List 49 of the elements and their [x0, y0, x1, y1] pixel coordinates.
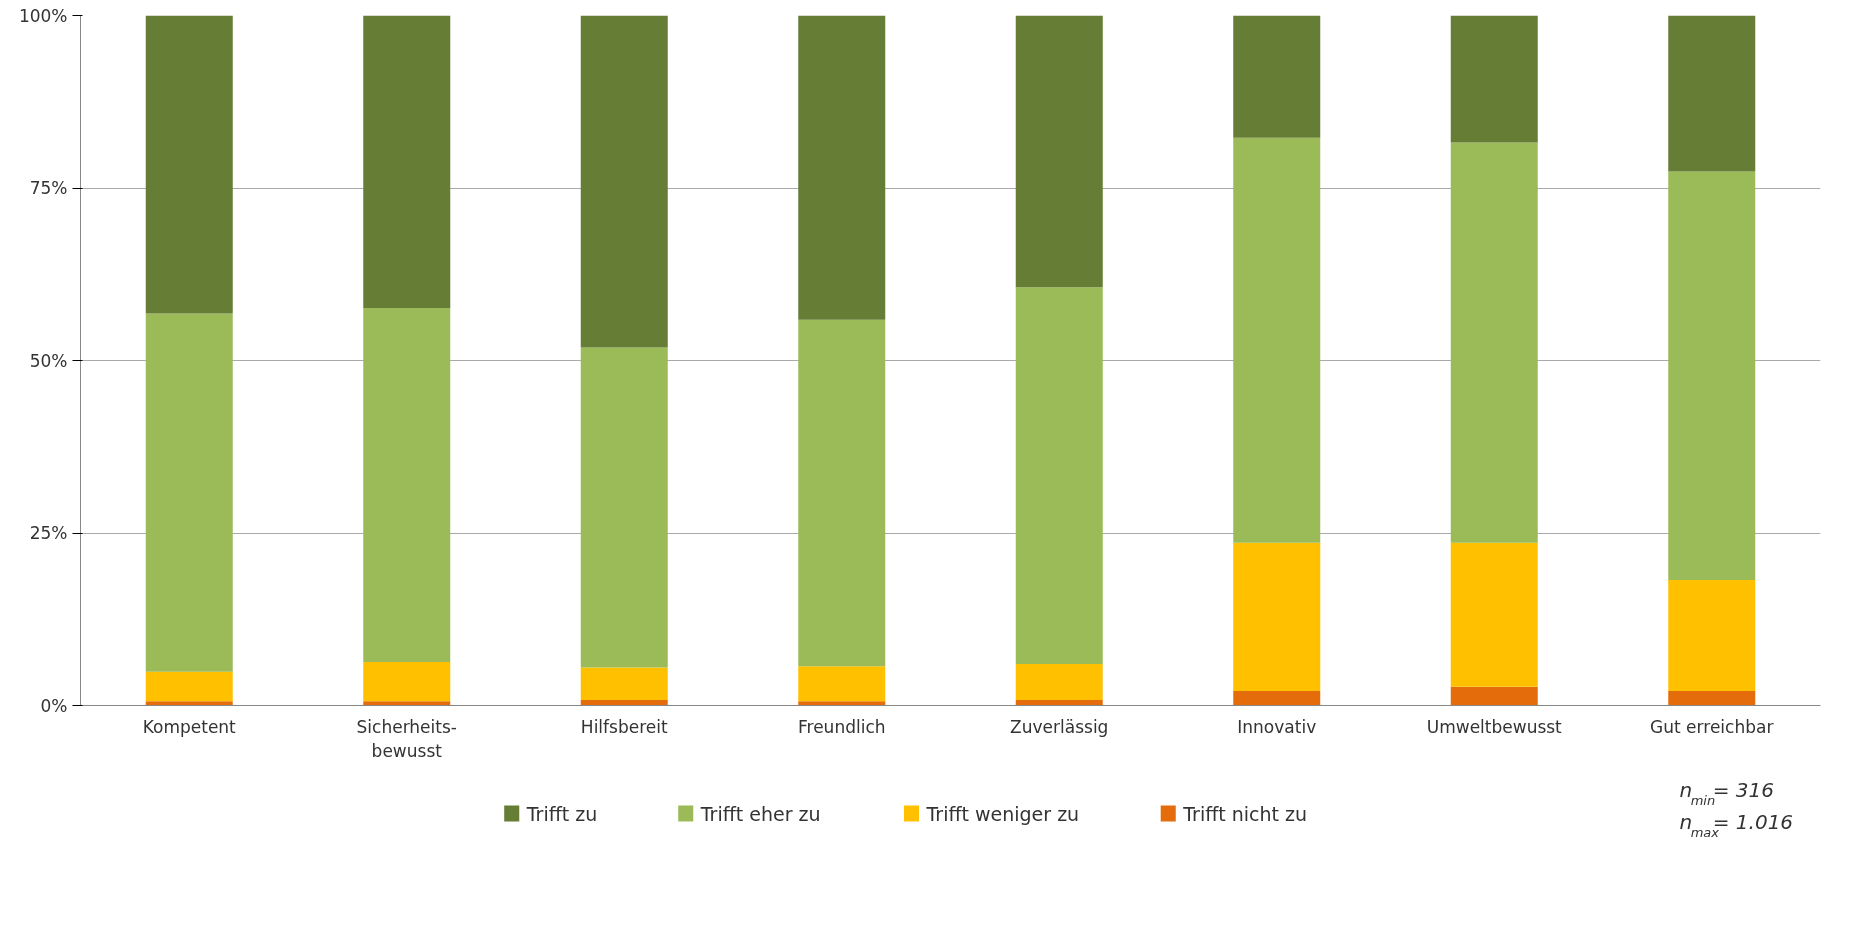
bar	[145, 701, 233, 706]
x-tick-label: Sicherheits- bewusst	[356, 716, 457, 761]
bar	[1015, 664, 1103, 700]
bar	[363, 308, 451, 663]
bar	[1233, 15, 1321, 138]
y-tick-label: 100%	[18, 5, 68, 26]
legend-label: Trifft zu	[525, 802, 598, 825]
x-tick-label: Gut erreichbar	[1650, 716, 1774, 737]
x-tick-label: Hilfsbereit	[580, 716, 668, 737]
bar	[580, 15, 668, 348]
bar	[1450, 142, 1538, 543]
x-tick-label: Innovativ	[1237, 716, 1317, 737]
bar	[798, 319, 886, 667]
y-tick-label: 50%	[29, 350, 68, 371]
bar	[798, 15, 886, 320]
bar	[1450, 686, 1538, 706]
legend-label: Trifft weniger zu	[925, 802, 1080, 825]
bar	[1668, 171, 1756, 580]
bar	[1015, 699, 1103, 706]
bar	[363, 15, 451, 309]
bar	[145, 313, 233, 672]
bar	[363, 701, 451, 706]
bar	[145, 671, 233, 702]
y-tick-label: 0%	[40, 695, 68, 716]
bar	[798, 701, 886, 706]
bar	[1450, 15, 1538, 143]
bar	[580, 347, 668, 668]
bar	[580, 699, 668, 706]
bar	[798, 666, 886, 702]
legend-label: Trifft eher zu	[699, 802, 821, 825]
x-tick-label: Freundlich	[797, 716, 886, 737]
bar	[1233, 542, 1321, 692]
bar	[1668, 691, 1756, 706]
bar	[1233, 691, 1321, 706]
legend-label: Trifft nicht zu	[1182, 802, 1308, 825]
bar	[1668, 15, 1756, 172]
x-tick-label: Umweltbewusst	[1426, 716, 1563, 737]
y-tick-label: 75%	[29, 178, 68, 198]
y-tick-label: 25%	[29, 523, 68, 543]
x-tick-label: Zuverlässig	[1010, 716, 1109, 737]
bar	[580, 667, 668, 700]
bar	[1015, 15, 1103, 288]
bar	[1015, 287, 1103, 665]
bar	[1668, 579, 1756, 692]
bar	[1233, 137, 1321, 543]
bar	[1450, 542, 1538, 687]
bar	[145, 15, 233, 314]
bar	[363, 662, 451, 702]
x-tick-label: Kompetent	[142, 716, 237, 737]
